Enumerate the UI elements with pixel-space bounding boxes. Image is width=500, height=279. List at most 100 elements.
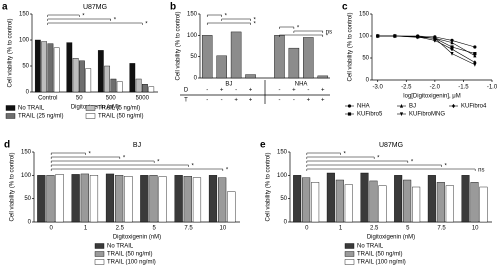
bar [104,65,111,93]
x-tick-label: 2.5 [370,226,379,232]
bar [97,50,104,93]
bar [218,177,227,223]
point [393,34,397,39]
significance-bracket [50,168,224,171]
bar [53,47,60,93]
significance-label: * [114,18,117,24]
condition-sign: - [206,88,208,94]
significance-label: * [344,152,347,158]
series-line [377,35,476,57]
bar [293,175,302,223]
y-axis-title: Cell viability (% to control) [10,152,16,221]
x-tick-label: 5 [406,226,410,232]
x-tick-label: 1 [339,226,343,232]
panel-letter: d [4,140,10,151]
condition-sign: - [293,98,295,104]
group-label: BJ [225,82,232,88]
panel-letter: b [170,2,176,13]
bar [47,43,54,93]
x-axis-title: log[Digitoxigenin], μM [403,94,460,100]
legend-label: TRAIL (100 ng/ml) [107,260,156,266]
legend-label: KUFibro4 [461,104,487,110]
x-tick-label: -1.5 [458,85,469,91]
significance-bracket [47,18,111,21]
bar [394,175,403,223]
legend-marker [347,112,352,116]
point [473,53,477,58]
y-tick-label: 150 [277,150,288,156]
bar [149,175,158,223]
legend-marker [347,104,352,108]
significance-label: * [254,18,257,24]
bar [183,176,192,223]
condition-sign: + [321,98,325,104]
bar [89,175,99,223]
bar [412,186,421,223]
condition-sign: - [278,98,280,104]
point [473,52,477,56]
bar [335,179,344,223]
legend-label: NHA [357,104,370,110]
bar [110,78,117,93]
bar [403,179,412,223]
significance-bracket [279,34,324,37]
significance-label: * [297,26,300,32]
y-tick-label: 100 [19,38,30,44]
panel-title: U87MG [83,4,107,11]
bar [317,75,329,79]
y-tick-label: 50 [22,64,29,70]
legend-label: No TRAIL [357,244,384,250]
significance-bracket [306,164,442,167]
group-label: NHA [295,82,308,88]
x-tick-label: 50 [76,96,83,102]
x-tick-label: Control [38,96,57,102]
condition-sign: + [321,88,325,94]
y-axis-title: Cell viability (% to control) [176,11,182,80]
bar [105,173,115,223]
y-tick-label: 50 [190,54,197,60]
panel-letter: c [342,2,348,13]
bar [79,60,85,93]
significance-label: * [145,22,148,28]
bar [303,37,314,79]
significance-bracket [306,152,341,155]
y-tick-label: 0 [28,220,32,226]
significance-label: ns [478,168,484,174]
series-line [377,35,475,65]
legend-swatch [344,259,355,265]
y-tick-label: 150 [187,12,198,18]
bar [427,175,436,223]
significance-bracket [306,168,476,171]
significance-bracket [47,14,80,17]
condition-label: T [184,98,188,104]
bar [461,175,470,223]
y-tick-label: 0 [366,78,370,84]
bar [129,63,136,93]
point [473,45,477,49]
panel-letter: a [2,2,8,13]
bar [34,39,41,93]
legend-label: TRAIL (50 ng/ml) [357,252,402,258]
bar [245,74,256,79]
legend-swatch [94,259,105,265]
significance-label: ns [326,30,332,36]
significance-label: * [225,14,228,20]
bar [344,184,353,223]
bar [158,176,167,223]
legend-swatch [85,105,96,111]
bar [174,175,183,223]
x-tick-label: 500 [106,96,117,102]
x-tick-label: 5000 [136,96,150,102]
point [450,52,454,56]
legend-label: KUFibroMNG [409,112,445,118]
bar [66,42,73,93]
y-tick-label: 50 [24,196,31,202]
significance-label: * [157,160,160,166]
x-tick-label: 10 [219,226,226,232]
x-tick-label: 2.5 [116,226,125,232]
y-tick-label: 100 [21,173,32,179]
bar [140,175,149,223]
